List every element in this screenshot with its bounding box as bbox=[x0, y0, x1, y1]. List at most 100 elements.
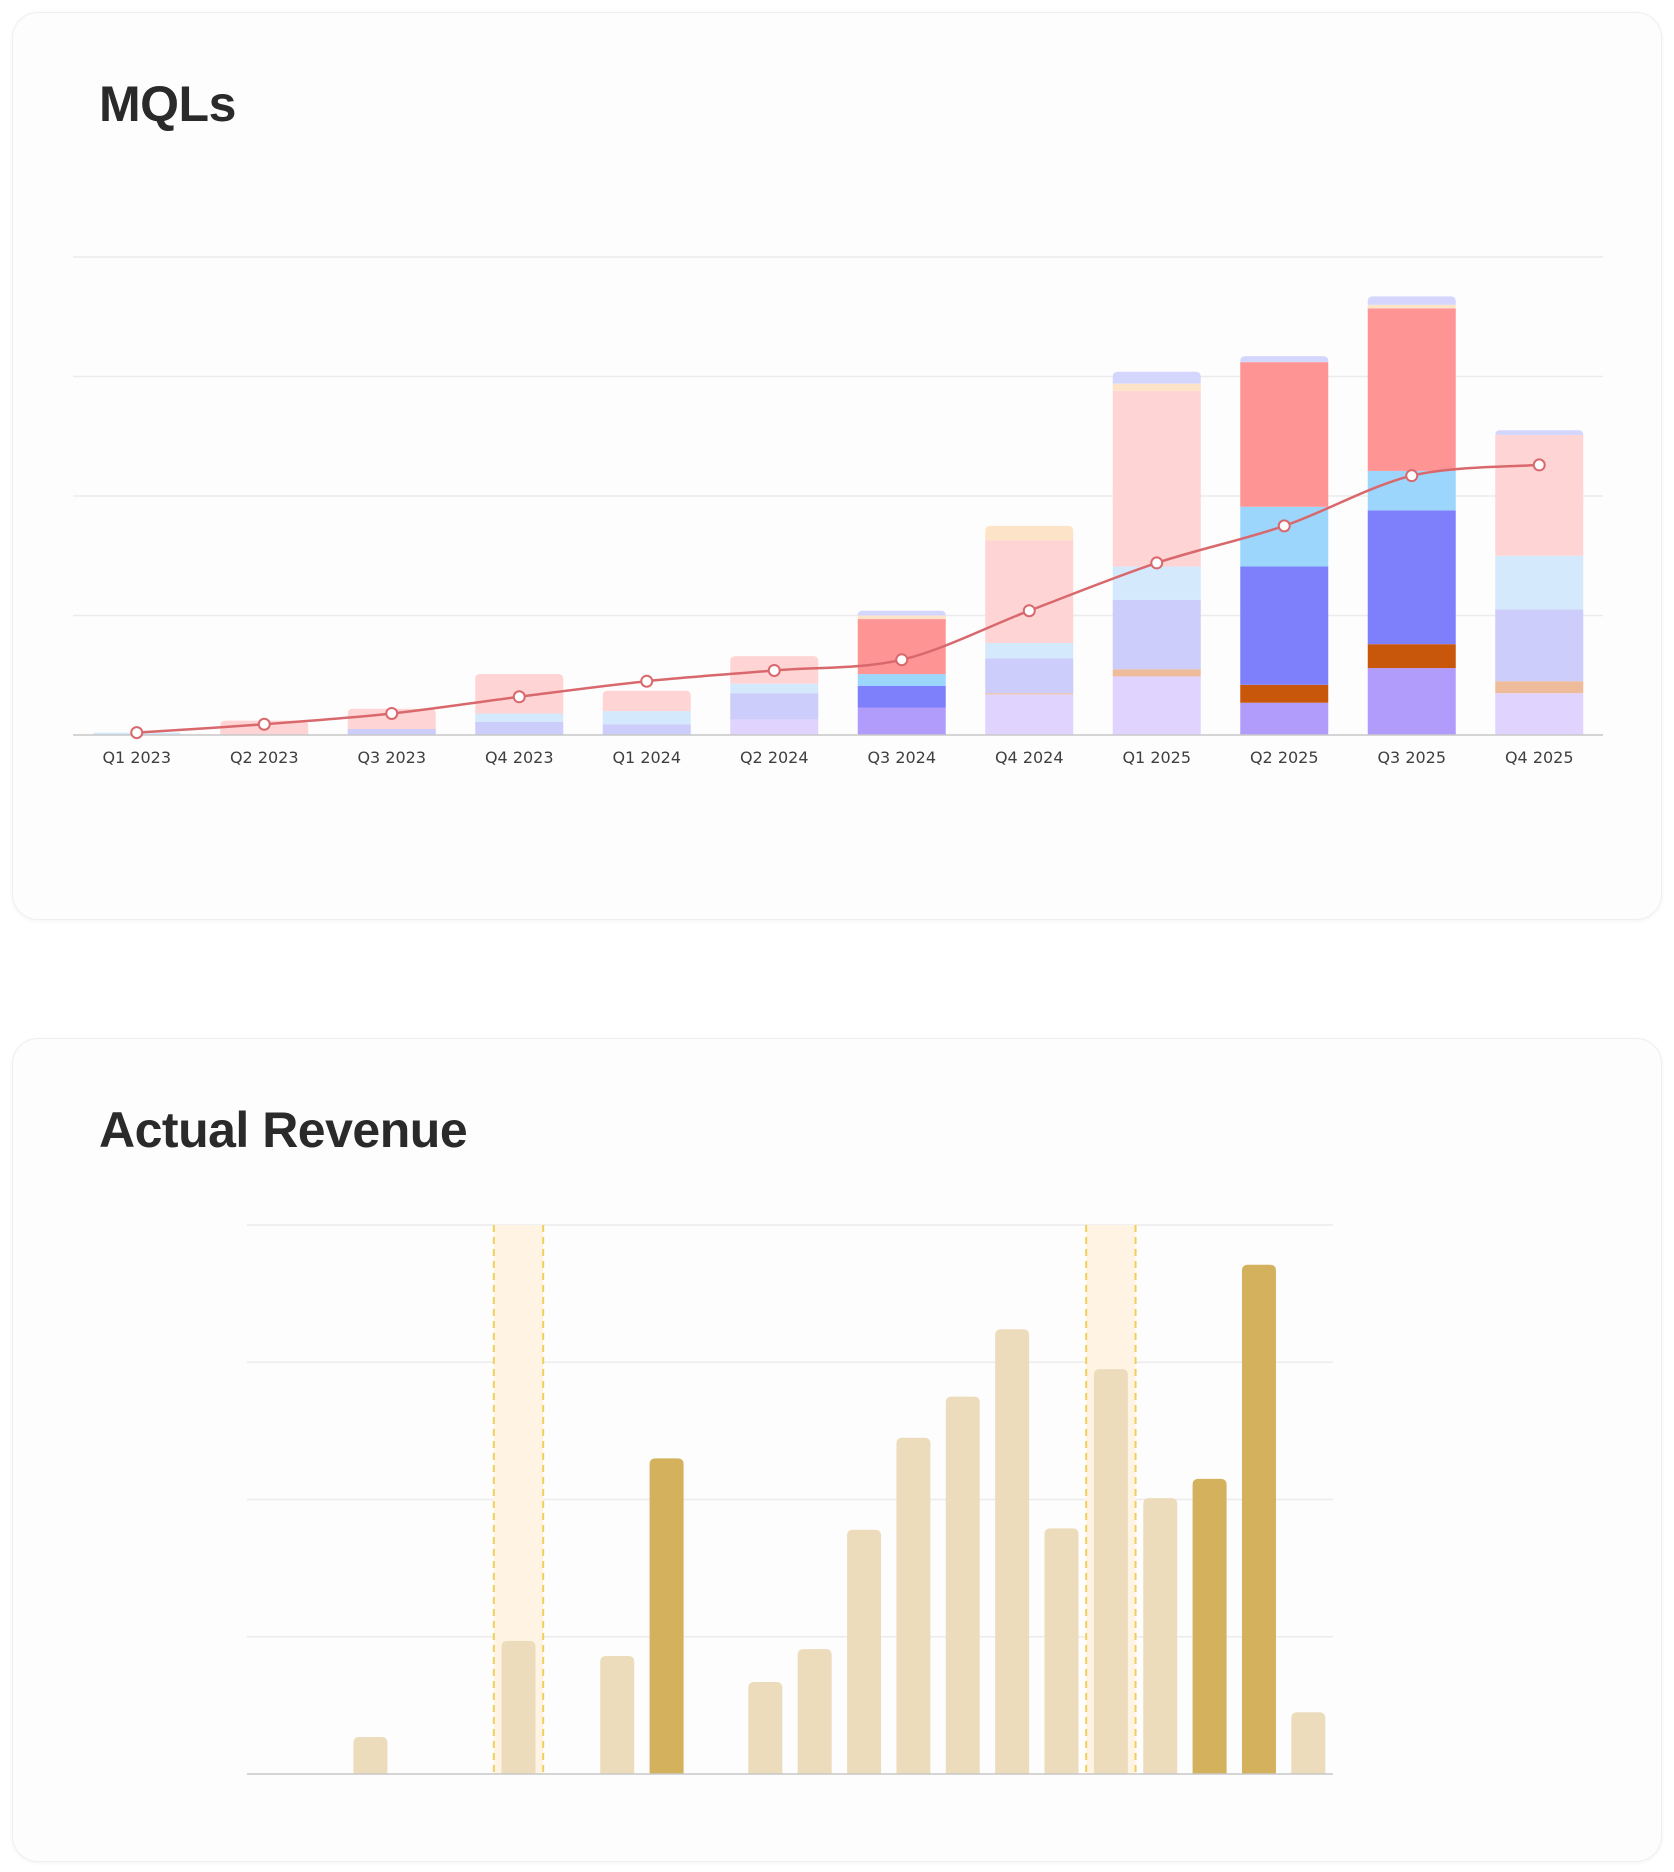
bar bbox=[600, 1655, 635, 1774]
trend-point bbox=[1150, 556, 1164, 570]
bar-segment bbox=[602, 724, 691, 735]
bar-segment bbox=[1112, 676, 1201, 735]
bar-stack bbox=[730, 656, 819, 735]
bar-segment bbox=[1112, 599, 1201, 670]
bar bbox=[1044, 1528, 1079, 1774]
revenue-gridlines bbox=[247, 1224, 1333, 1638]
bar bbox=[353, 1736, 388, 1774]
trend-point bbox=[130, 726, 144, 740]
bar-segment bbox=[985, 642, 1074, 659]
trend-point bbox=[257, 717, 271, 731]
bar-segment bbox=[857, 674, 946, 687]
bar-segment bbox=[1367, 296, 1456, 305]
mqls-card: MQLs Q1 2023 Q2 2023 Q3 2023 Q4 2023 Q1 2024… bbox=[12, 12, 1662, 920]
trend-point bbox=[1532, 458, 1546, 472]
bar-stack bbox=[857, 610, 946, 735]
bar-segment bbox=[1367, 510, 1456, 645]
bar-segment bbox=[1112, 669, 1201, 677]
bar-segment bbox=[475, 713, 564, 722]
x-tick-label: Q3 2024 bbox=[867, 748, 936, 767]
trend-point bbox=[895, 653, 909, 667]
bar-segment bbox=[730, 719, 819, 735]
x-tick-label: Q3 2023 bbox=[357, 748, 426, 767]
bar-segment bbox=[1112, 371, 1201, 384]
bar bbox=[1093, 1369, 1128, 1774]
bar-segment bbox=[1367, 308, 1456, 471]
bar-segment bbox=[1240, 566, 1329, 685]
bar-segment bbox=[730, 683, 819, 694]
bar-segment bbox=[857, 610, 946, 616]
bar-segment bbox=[1240, 684, 1329, 703]
bar-segment bbox=[1112, 566, 1201, 600]
bar bbox=[748, 1682, 783, 1774]
x-tick-label: Q4 2025 bbox=[1505, 748, 1574, 767]
bar bbox=[945, 1396, 980, 1774]
bar-segment bbox=[857, 615, 946, 620]
bar-stack bbox=[985, 525, 1074, 735]
bar-segment bbox=[730, 693, 819, 720]
revenue-chart bbox=[247, 1224, 1333, 1775]
revenue-title: Actual Revenue bbox=[99, 1102, 468, 1158]
bar-stack bbox=[475, 674, 564, 735]
bar bbox=[1291, 1712, 1326, 1774]
mqls-chart: Q1 2023 Q2 2023 Q3 2023 Q4 2023 Q1 2024 Q2 20… bbox=[73, 256, 1603, 767]
bar-segment bbox=[1367, 644, 1456, 669]
x-tick-label: Q1 2024 bbox=[612, 748, 681, 767]
trend-point bbox=[1277, 519, 1291, 533]
bar-segment bbox=[985, 525, 1074, 541]
trend-point bbox=[512, 690, 526, 704]
trend-point bbox=[640, 674, 654, 688]
bar-stack bbox=[602, 690, 691, 735]
bar-segment bbox=[602, 711, 691, 725]
trend-point bbox=[1405, 469, 1419, 483]
bar-segment bbox=[1495, 435, 1584, 556]
bar-segment bbox=[1495, 693, 1584, 735]
mqls-bars bbox=[92, 296, 1584, 735]
bar-segment bbox=[1367, 304, 1456, 309]
bar-stack bbox=[1367, 296, 1456, 735]
x-tick-label: Q4 2024 bbox=[995, 748, 1064, 767]
bar-segment bbox=[1240, 506, 1329, 567]
bar bbox=[1241, 1264, 1276, 1774]
bar bbox=[649, 1458, 684, 1774]
trend-point bbox=[767, 663, 781, 677]
x-tick-label: Q2 2024 bbox=[740, 748, 809, 767]
bar-segment bbox=[985, 540, 1074, 643]
mqls-x-ticks: Q1 2023 Q2 2023 Q3 2023 Q4 2023 Q1 2024 Q2 20… bbox=[102, 748, 1573, 767]
x-tick-label: Q2 2025 bbox=[1250, 748, 1319, 767]
bar-stack bbox=[1240, 356, 1329, 735]
mqls-trend-line bbox=[136, 463, 1540, 734]
bar-segment bbox=[1240, 356, 1329, 363]
bar-segment bbox=[1112, 390, 1201, 567]
bar-segment bbox=[1495, 681, 1584, 694]
bar-segment bbox=[1495, 609, 1584, 682]
bar-segment bbox=[985, 694, 1074, 735]
bar-segment bbox=[475, 721, 564, 735]
bar bbox=[995, 1329, 1030, 1774]
mqls-trend-points bbox=[130, 458, 1546, 740]
x-tick-label: Q1 2023 bbox=[102, 748, 171, 767]
bar-segment bbox=[857, 686, 946, 708]
bar bbox=[797, 1649, 832, 1774]
bar-segment bbox=[1495, 555, 1584, 610]
x-tick-label: Q2 2023 bbox=[230, 748, 299, 767]
mqls-gridlines bbox=[73, 256, 1603, 617]
bar bbox=[896, 1437, 931, 1774]
bar-segment bbox=[985, 658, 1074, 694]
bar bbox=[1192, 1478, 1227, 1774]
bar-stack bbox=[1495, 430, 1584, 735]
bar-segment bbox=[347, 729, 436, 735]
bar-segment bbox=[985, 693, 1074, 695]
revenue-bars bbox=[353, 1264, 1326, 1774]
bar-segment bbox=[1112, 383, 1201, 391]
bar-segment bbox=[1495, 430, 1584, 436]
mqls-title: MQLs bbox=[99, 76, 236, 132]
bar-segment bbox=[1367, 668, 1456, 735]
bar-segment bbox=[602, 690, 691, 712]
bar-segment bbox=[1240, 362, 1329, 507]
bar-segment bbox=[857, 707, 946, 735]
revenue-card: Actual Revenue bbox=[12, 1038, 1662, 1862]
bar-segment bbox=[1240, 702, 1329, 735]
x-tick-label: Q4 2023 bbox=[485, 748, 554, 767]
trend-point bbox=[385, 706, 399, 720]
